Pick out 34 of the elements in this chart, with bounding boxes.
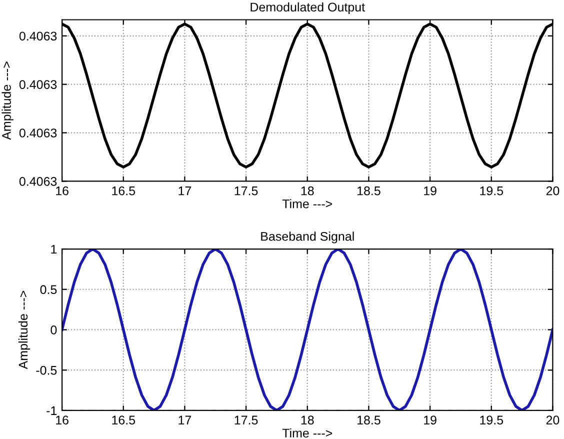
x-tick-label: 18 (301, 186, 314, 196)
text: 0.4063 (19, 80, 57, 89)
x-tick-label: 17 (178, 416, 192, 424)
chart-title: Demodulated Output (250, 2, 365, 14)
text: 0.4063 (19, 32, 57, 41)
y-axis-title: Amplitude ---> (18, 290, 30, 370)
x-tick-label: 19 (424, 416, 436, 425)
x-tick-label: 19.5 (480, 416, 504, 425)
x-tick-label: 17 (178, 186, 192, 196)
x-axis-title: Time ---> (282, 199, 332, 208)
y-tick-label: 0 (50, 326, 57, 334)
y-tick-label: -0.5 (36, 366, 57, 375)
x-tick-label: 18 (301, 416, 314, 425)
x-tick-label: 18.5 (358, 186, 380, 196)
x-tick-label: 16 (56, 416, 68, 425)
x-axis-title: Time ---> (282, 428, 332, 438)
x-tick-label: 20 (546, 416, 560, 425)
y-tick-label: 1 (51, 244, 57, 254)
x-tick-label: 20 (546, 186, 560, 196)
text: 0.4063 (19, 128, 57, 138)
x-tick-label: 19 (424, 186, 436, 196)
x-tick-label: 17.5 (234, 186, 258, 196)
x-tick-label: 16.5 (112, 416, 136, 425)
y-tick-label: -1 (46, 406, 57, 415)
text: 0.4063 (19, 177, 57, 186)
x-tick-label: 16 (56, 186, 68, 196)
x-tick-label: 17.5 (234, 416, 258, 425)
line-series (62, 249, 553, 410)
y-axis-title: Amplitude ---> (2, 62, 14, 140)
chart-title: Baseband Signal (261, 232, 354, 244)
x-tick-label: 19.5 (480, 186, 504, 196)
y-tick-label: 0.5 (40, 285, 57, 294)
x-tick-label: 18.5 (358, 416, 380, 425)
x-tick-label: 16.5 (112, 186, 136, 196)
